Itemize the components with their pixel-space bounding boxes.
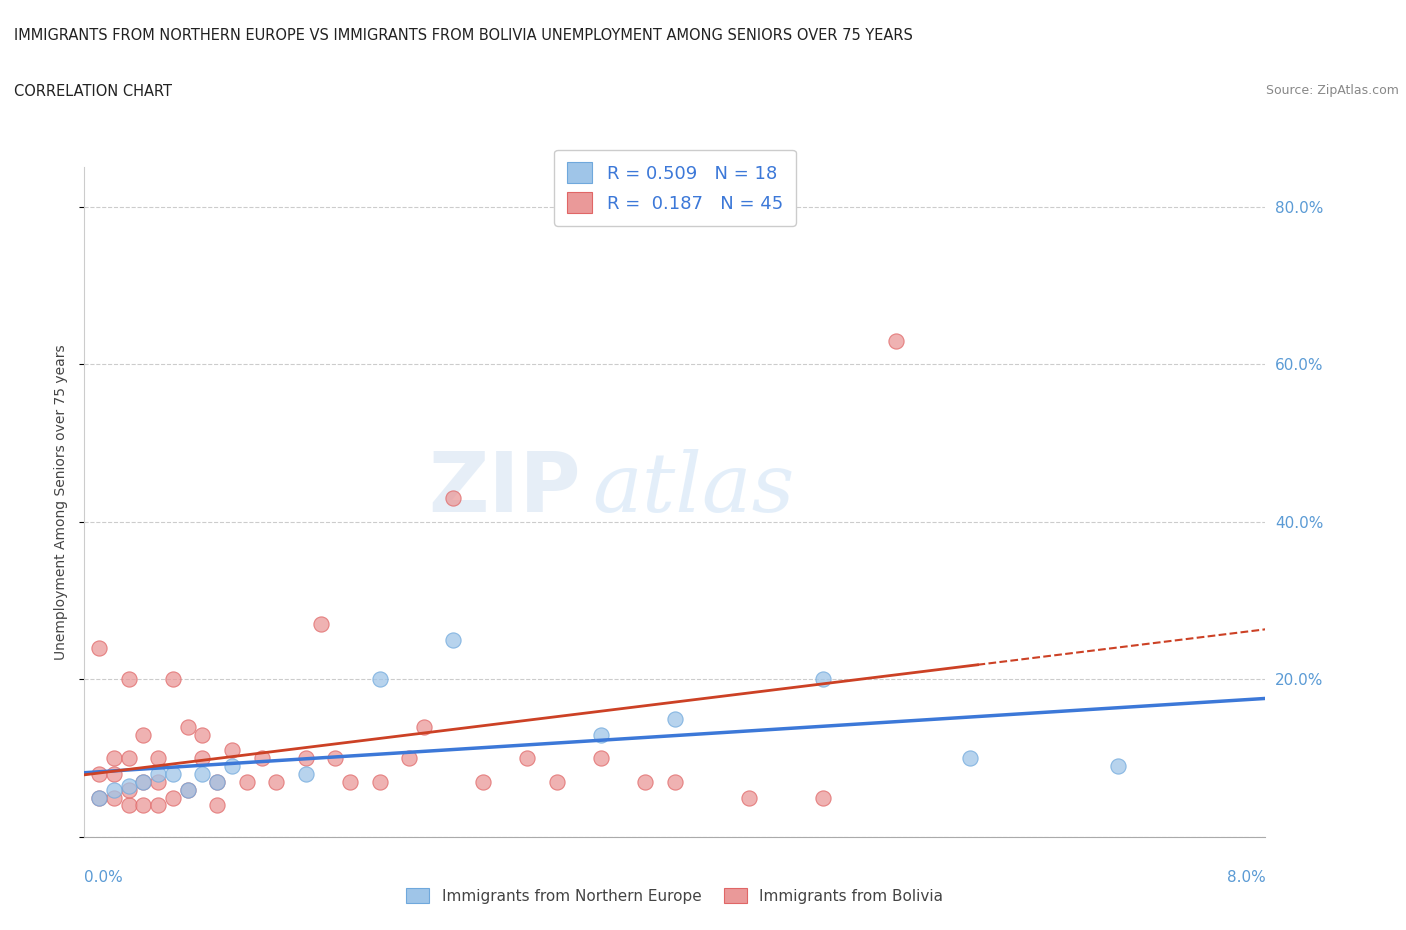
Text: ZIP: ZIP — [427, 448, 581, 529]
Point — [886, 333, 908, 348]
Point — [205, 775, 228, 790]
Point — [191, 727, 214, 742]
Point — [118, 798, 141, 813]
Point — [811, 790, 834, 805]
Point — [250, 751, 273, 765]
Point — [148, 775, 170, 790]
Legend: Immigrants from Northern Europe, Immigrants from Bolivia: Immigrants from Northern Europe, Immigra… — [401, 882, 949, 910]
Point — [516, 751, 538, 765]
Point — [148, 798, 170, 813]
Point — [118, 672, 141, 687]
Text: Source: ZipAtlas.com: Source: ZipAtlas.com — [1265, 84, 1399, 97]
Point — [177, 782, 200, 797]
Point — [368, 775, 391, 790]
Point — [295, 766, 318, 781]
Point — [205, 775, 228, 790]
Point — [191, 766, 214, 781]
Point — [323, 751, 347, 765]
Point — [413, 719, 436, 734]
Point — [221, 743, 243, 758]
Point — [118, 782, 141, 797]
Point — [443, 491, 465, 506]
Point — [205, 798, 228, 813]
Point — [89, 790, 111, 805]
Text: atlas: atlas — [592, 449, 794, 529]
Point — [148, 766, 170, 781]
Point — [191, 751, 214, 765]
Point — [664, 775, 686, 790]
Point — [811, 672, 834, 687]
Point — [737, 790, 759, 805]
Point — [634, 775, 657, 790]
Point — [177, 782, 200, 797]
Point — [103, 751, 125, 765]
Point — [295, 751, 318, 765]
Point — [664, 711, 686, 726]
Point — [89, 641, 111, 656]
Point — [118, 751, 141, 765]
Point — [472, 775, 495, 790]
Point — [118, 778, 141, 793]
Point — [236, 775, 259, 790]
Point — [398, 751, 420, 765]
Point — [89, 790, 111, 805]
Point — [221, 759, 243, 774]
Point — [162, 790, 184, 805]
Point — [368, 672, 391, 687]
Point — [339, 775, 361, 790]
Point — [443, 632, 465, 647]
Text: 0.0%: 0.0% — [84, 870, 124, 885]
Point — [132, 775, 155, 790]
Point — [959, 751, 981, 765]
Point — [89, 766, 111, 781]
Point — [591, 727, 613, 742]
Point — [103, 766, 125, 781]
Point — [1107, 759, 1129, 774]
Point — [132, 775, 155, 790]
Point — [103, 790, 125, 805]
Point — [132, 798, 155, 813]
Text: 8.0%: 8.0% — [1226, 870, 1265, 885]
Point — [162, 766, 184, 781]
Point — [591, 751, 613, 765]
Point — [162, 672, 184, 687]
Text: IMMIGRANTS FROM NORTHERN EUROPE VS IMMIGRANTS FROM BOLIVIA UNEMPLOYMENT AMONG SE: IMMIGRANTS FROM NORTHERN EUROPE VS IMMIG… — [14, 28, 912, 43]
Point — [132, 727, 155, 742]
Point — [264, 775, 288, 790]
Point — [309, 617, 332, 631]
Text: CORRELATION CHART: CORRELATION CHART — [14, 84, 172, 99]
Point — [148, 751, 170, 765]
Point — [177, 719, 200, 734]
Point — [546, 775, 568, 790]
Point — [103, 782, 125, 797]
Y-axis label: Unemployment Among Seniors over 75 years: Unemployment Among Seniors over 75 years — [55, 344, 69, 660]
